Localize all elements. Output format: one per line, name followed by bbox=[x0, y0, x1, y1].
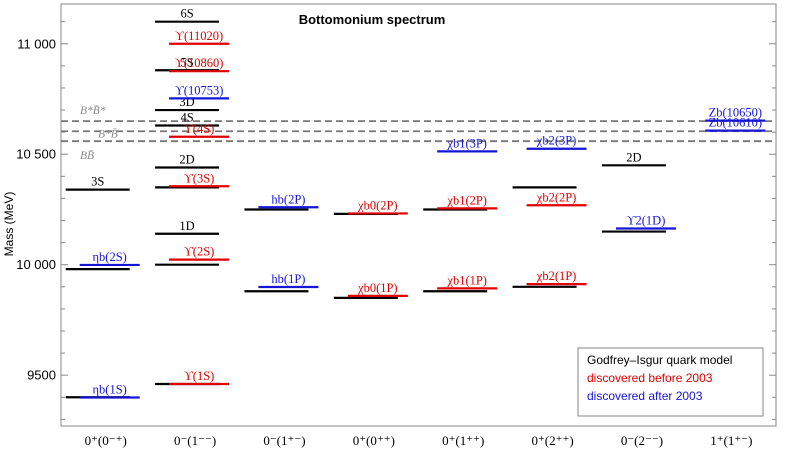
level-label: 3S bbox=[91, 175, 104, 189]
y-axis-label: Mass (MeV) bbox=[2, 192, 16, 257]
level-label: χb0(2P) bbox=[357, 198, 398, 212]
x-category-label: 0⁻(1⁺⁻) bbox=[263, 433, 305, 448]
level-label: 2D bbox=[626, 150, 641, 164]
chart-title: Bottomonium spectrum bbox=[299, 12, 446, 27]
level-label: χb0(1P) bbox=[357, 281, 398, 295]
threshold-label: BB̄ bbox=[80, 149, 94, 162]
level-label: ϒ(11020) bbox=[175, 29, 223, 43]
x-category-label: 0⁻(2⁻⁻) bbox=[621, 433, 663, 448]
level-label: χb1(1P) bbox=[446, 273, 487, 287]
level-label: ϒ(10860) bbox=[175, 56, 224, 70]
plot-frame bbox=[60, 3, 777, 427]
level-label: ϒ(3S) bbox=[184, 171, 215, 185]
level-label: hb(2P) bbox=[271, 192, 305, 206]
level-label: hb(1P) bbox=[271, 272, 305, 286]
level-label: ϒ(4S) bbox=[184, 122, 215, 136]
mass-levels: 3Sηb(1S)ηb(2S)1D2D4S3D5S6Sϒ(1S)ϒ(2S)ϒ(3S… bbox=[65, 7, 766, 399]
level-label: 4S bbox=[180, 111, 193, 125]
level-label: 2D bbox=[179, 152, 194, 166]
level-label: ϒ(1S) bbox=[184, 369, 215, 383]
x-category-label: 0⁻(1⁻⁻) bbox=[174, 433, 216, 448]
x-category-label: 0⁺(2⁺⁺) bbox=[531, 433, 573, 448]
plot-border bbox=[60, 3, 777, 427]
level-label: χb1(3P) bbox=[446, 136, 487, 150]
level-label: χb1(2P) bbox=[446, 193, 487, 207]
legend-entry: discovered before 2003 bbox=[587, 371, 713, 385]
y-tick-label: 11 000 bbox=[17, 36, 56, 51]
level-label: Zb(10610) bbox=[709, 116, 762, 130]
y-axis-ticks: 9500 10 000 10 500 11 000 bbox=[16, 21, 776, 420]
y-tick-label: 9500 bbox=[27, 368, 56, 383]
level-label: ϒ2(1D) bbox=[626, 213, 665, 227]
level-label: ϒ(10753) bbox=[175, 83, 224, 97]
x-category-label: 0⁺(0⁺⁺) bbox=[353, 433, 395, 448]
legend-entry: Godfrey–Isgur quark model bbox=[587, 353, 732, 367]
threshold-label: B*B̄* bbox=[80, 104, 106, 117]
level-label: χb2(3P) bbox=[536, 134, 577, 148]
level-label: ηb(2S) bbox=[93, 250, 127, 264]
legend-entry: discovered after 2003 bbox=[587, 389, 703, 403]
y-tick-label: 10 000 bbox=[16, 257, 56, 272]
y-tick-label: 10 500 bbox=[16, 147, 56, 162]
level-label: 6S bbox=[180, 7, 193, 21]
threshold-label: B*B̄ bbox=[98, 127, 118, 140]
x-category-label: 0⁺(1⁺⁺) bbox=[442, 433, 484, 448]
level-label: χb2(2P) bbox=[536, 190, 577, 204]
x-category-label: 0⁺(0⁻⁺) bbox=[85, 433, 127, 448]
level-label: ηb(1S) bbox=[93, 382, 127, 396]
legend: Godfrey–Isgur quark model discovered befo… bbox=[577, 347, 764, 417]
x-category-labels: 0⁺(0⁻⁺) 0⁻(1⁻⁻) 0⁻(1⁺⁻) 0⁺(0⁺⁺) 0⁺(1⁺⁺) 0⁺(2⁺… bbox=[85, 433, 753, 448]
level-label: χb2(1P) bbox=[536, 269, 577, 283]
legend-box bbox=[577, 347, 764, 417]
level-label: 5S bbox=[180, 55, 193, 69]
level-label: 1D bbox=[179, 219, 194, 233]
x-category-label: 1⁺(1⁺⁻) bbox=[710, 433, 752, 448]
level-label: Zb(10650) bbox=[709, 106, 762, 120]
threshold-lines: B*B̄* B*B̄ BB̄ bbox=[61, 104, 776, 162]
level-label: ϒ(2S) bbox=[184, 245, 215, 259]
